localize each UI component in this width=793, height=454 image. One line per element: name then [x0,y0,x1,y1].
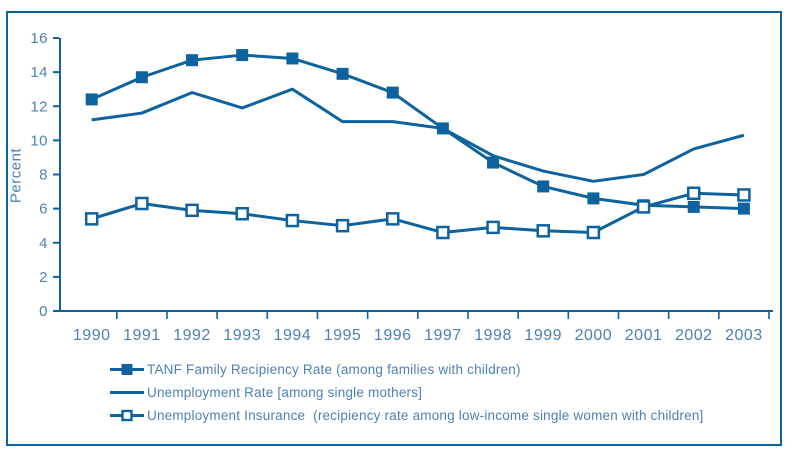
series-0 [85,49,750,215]
svg-text:4: 4 [39,235,48,252]
svg-text:14: 14 [30,64,48,81]
svg-text:16: 16 [30,30,48,47]
chart-legend: TANF Family Recipiency Rate (among famil… [110,361,704,424]
figure-border [6,11,782,446]
series-1 [91,87,745,183]
svg-text:2000: 2000 [575,327,613,344]
legend-label: TANF Family Recipiency Rate (among famil… [147,362,521,377]
svg-text:1992: 1992 [173,327,211,344]
svg-text:8: 8 [39,167,48,184]
svg-text:1996: 1996 [374,327,412,344]
svg-text:1994: 1994 [274,327,312,344]
svg-text:10: 10 [30,132,48,149]
y-axis-title: Percent [7,147,25,204]
legend-label: Unemployment Rate [among single mothers] [147,385,423,400]
axes [59,38,773,312]
svg-text:1993: 1993 [223,327,261,344]
y-axis-ticks: 0 2 4 6 8 10 12 14 16 [30,30,59,320]
svg-text:1998: 1998 [474,327,512,344]
filled-square-line-icon [110,364,144,375]
svg-text:2002: 2002 [675,327,713,344]
svg-text:0: 0 [39,303,48,320]
svg-text:12: 12 [30,98,48,115]
legend-item-tanf: TANF Family Recipiency Rate (among famil… [110,361,704,378]
svg-text:2001: 2001 [625,327,663,344]
legend-item-unemployment: Unemployment Rate [among single mothers] [110,384,704,401]
svg-text:1991: 1991 [123,327,161,344]
svg-text:1990: 1990 [73,327,111,344]
open-square-line-icon [110,409,144,422]
legend-item-ui: Unemployment Insurance (recipiency rate … [110,407,704,424]
legend-label: Unemployment Insurance (recipiency rate … [147,408,704,423]
series-2 [84,186,751,240]
x-axis-ticks: 1990 1991 1992 1993 1994 1995 1996 1997 1998 1999… [73,312,770,344]
svg-text:6: 6 [39,201,48,218]
svg-text:1997: 1997 [424,327,462,344]
plain-line-icon [110,391,144,394]
svg-text:2003: 2003 [725,327,763,344]
svg-text:2: 2 [39,269,48,286]
svg-text:1999: 1999 [524,327,562,344]
svg-text:1995: 1995 [324,327,362,344]
